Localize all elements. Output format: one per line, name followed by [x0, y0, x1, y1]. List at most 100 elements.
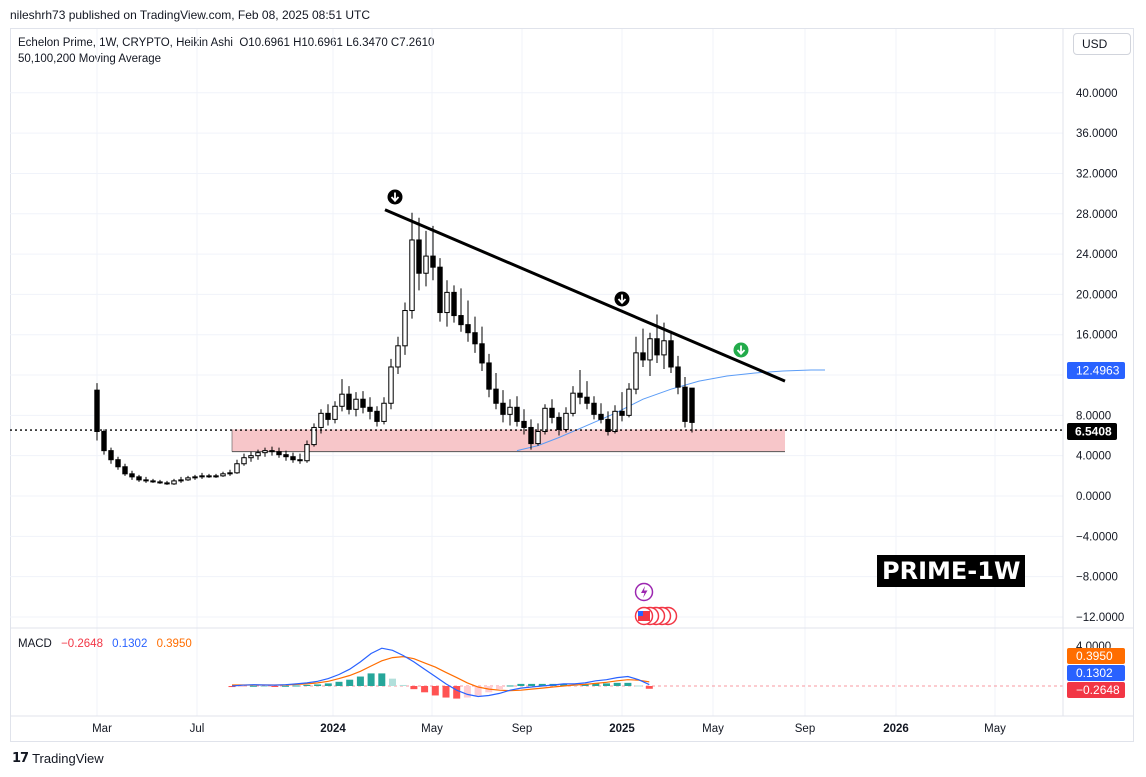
macd-histogram-bar [506, 685, 514, 687]
candle-body [178, 479, 184, 482]
macd-legend[interactable]: MACD −0.2648 0.1302 0.3950 [18, 638, 192, 650]
price-tick-label: 32.0000 [1076, 168, 1118, 180]
macd-histogram-bar [442, 686, 450, 698]
candle-body [101, 430, 107, 452]
candle-body [423, 255, 429, 274]
resistance-trendline [384, 208, 786, 383]
candle-body [115, 459, 121, 468]
macd-histogram-bar [239, 686, 247, 687]
down-arrow-icon [614, 291, 630, 307]
macd-histogram-bar [528, 683, 536, 686]
macd-value-bg [1067, 665, 1125, 681]
candle-body [514, 406, 520, 422]
symbol-info[interactable]: Echelon Prime, 1W, CRYPTO, Heikin Ashi [18, 37, 233, 49]
macd-histogram-bar [271, 686, 279, 687]
macd-histogram-bar [560, 683, 568, 686]
macd-value-label: 0.3950 [1067, 648, 1125, 664]
candle-body [213, 475, 219, 478]
price-tick-label: 0.0000 [1076, 491, 1111, 503]
macd-value-text: 0.1302 [1076, 666, 1113, 680]
candle-body [430, 255, 436, 268]
macd-signal-value: 0.3950 [156, 638, 192, 650]
candle-body [360, 398, 366, 408]
time-tick-label: May [984, 723, 1006, 735]
macd-histogram-bar [645, 686, 653, 689]
ma-price-text: 12.4963 [1076, 364, 1120, 378]
macd-histogram-bar [635, 685, 643, 687]
price-tick-label: 4.0000 [1076, 451, 1111, 463]
brand-name: TradingView [32, 751, 104, 766]
macd-histogram-bar [399, 684, 407, 686]
grid-lines [10, 29, 1063, 716]
candle-body [528, 426, 534, 445]
ohlc-values: O10.6961 H10.6961 L6.3470 C7.2610 [239, 37, 435, 49]
time-tick-label: Sep [512, 723, 532, 735]
macd-histogram-bar [346, 679, 354, 686]
macd-histogram-bar [592, 683, 600, 686]
macd-value-bg [1067, 648, 1125, 664]
macd-histogram-bar [367, 673, 375, 686]
currency-button[interactable]: USD [1073, 33, 1131, 55]
candle-body [682, 386, 688, 422]
price-tick-label: 8.0000 [1076, 410, 1111, 422]
candle-body [654, 338, 660, 356]
time-tick-label: May [702, 723, 724, 735]
macd-value-bg [1067, 682, 1125, 698]
macd-histogram-bar [324, 683, 332, 686]
candle-body [619, 410, 625, 416]
candle-body [500, 402, 506, 415]
ma-line [516, 369, 825, 452]
candle-body [164, 482, 170, 485]
macd-histogram-bar [603, 683, 610, 686]
time-tick-label: Sep [795, 723, 815, 735]
candle-body [689, 387, 695, 423]
candle-body [318, 412, 324, 428]
candle-body [227, 472, 233, 475]
candle-body [465, 324, 471, 334]
candle-body [129, 473, 135, 478]
candle-body [395, 345, 401, 368]
candle-body [150, 480, 156, 483]
macd-value-text: 0.3950 [1076, 649, 1113, 663]
time-tick-label: 2024 [320, 723, 346, 735]
macd-histogram-bar [410, 686, 418, 690]
candle-body [605, 418, 611, 432]
macd-histogram-bar [517, 683, 525, 686]
candle-body [535, 430, 541, 445]
candle-body [325, 412, 331, 420]
macd-value-text: −0.2648 [1076, 683, 1120, 697]
moving-average-line [516, 369, 825, 452]
us-flag-canton [638, 611, 643, 616]
down-arrow-icon-glyph [617, 294, 627, 305]
candle-body [451, 291, 457, 317]
macd-histogram-bar [496, 686, 503, 690]
chart-legend: Echelon Prime, 1W, CRYPTO, Heikin Ashi O… [18, 35, 434, 67]
publisher-header: nileshrh73 published on TradingView.com,… [10, 8, 371, 22]
time-tick-label: May [421, 723, 443, 735]
lightning-glyph [641, 586, 648, 598]
price-tick-label: 20.0000 [1076, 289, 1118, 301]
candle-body [367, 406, 373, 412]
candle-body [94, 389, 100, 432]
macd-signal-line [232, 655, 650, 692]
macd-histogram-bar [228, 686, 236, 688]
ma-price-bg [1067, 362, 1125, 379]
candle-body [584, 396, 590, 404]
event-icons [634, 582, 678, 626]
ma-legend[interactable]: 50,100,200 Moving Average [18, 53, 162, 65]
candle-body [353, 398, 359, 410]
macd-histogram-bar [389, 678, 396, 686]
price-tick-label: 16.0000 [1076, 330, 1118, 342]
tradingview-logo[interactable]: 17 TradingView [12, 751, 104, 766]
candles [94, 212, 695, 485]
macd-histogram-bar [613, 682, 621, 686]
macd-label: MACD [18, 638, 52, 650]
ma-price-label: 12.4963 [1067, 362, 1125, 379]
markers [387, 189, 749, 626]
candle-body [276, 451, 282, 456]
candle-body [458, 315, 464, 326]
macd-histogram-bar [292, 685, 300, 687]
candle-body [339, 393, 345, 407]
candle-body [269, 450, 275, 453]
